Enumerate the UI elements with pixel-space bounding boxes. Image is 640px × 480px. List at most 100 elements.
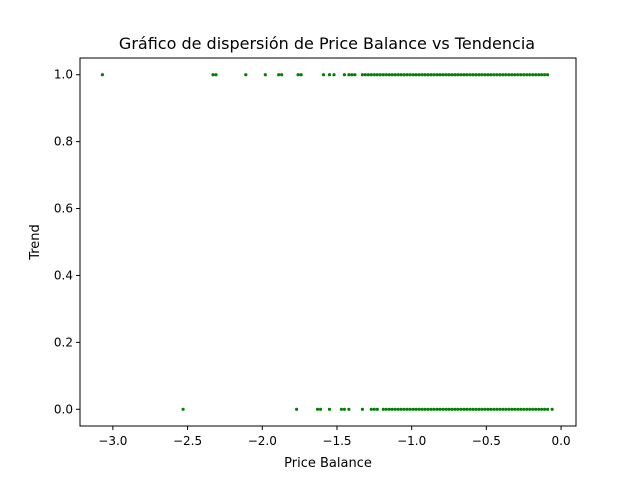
data-point [100,73,104,77]
data-point [456,407,460,411]
data-point [510,407,514,411]
chart-title: Gráfico de dispersión de Price Balance v… [119,34,535,53]
data-point [375,407,379,411]
data-point [495,73,499,77]
data-point [375,73,379,77]
data-point [450,73,454,77]
data-point [420,407,424,411]
data-point [378,73,382,77]
x-tick-label: 0.0 [552,434,571,448]
data-point [546,407,550,411]
data-point [528,407,532,411]
data-point [525,73,529,77]
data-point [516,407,520,411]
data-point [522,73,526,77]
data-point [429,73,433,77]
data-point [396,407,400,411]
data-point [489,73,493,77]
data-point [525,407,529,411]
data-point [543,73,547,77]
data-point [498,73,502,77]
data-point [393,73,397,77]
data-point [543,407,547,411]
data-point [393,407,397,411]
data-point [244,73,248,77]
data-point [516,73,520,77]
data-point [510,73,514,77]
data-point [438,407,442,411]
data-point [405,73,409,77]
data-point [347,407,351,411]
data-point [353,73,357,77]
data-point [507,73,511,77]
x-axis-label: Price Balance [284,456,372,471]
data-point [438,73,442,77]
data-point [468,73,472,77]
data-point [435,407,439,411]
data-point [495,407,499,411]
data-point [537,407,541,411]
data-point [441,407,445,411]
data-point [426,73,430,77]
data-point [465,73,469,77]
data-point [456,73,460,77]
data-point [534,73,538,77]
data-point [372,407,376,411]
data-point [534,407,538,411]
data-point [408,407,412,411]
data-point [399,73,403,77]
data-point [504,407,508,411]
y-tick-label: 0.8 [54,135,73,149]
data-point [327,407,332,411]
data-point [423,407,427,411]
y-axis-ticks: 0.0 0.2 0.4 0.6 0.8 1.0 [54,68,80,416]
data-point [277,73,281,77]
data-point [453,73,457,77]
data-point [414,73,418,77]
data-point [513,73,517,77]
data-point [296,73,300,77]
x-tick-label: −0.5 [472,434,501,448]
data-point [417,407,421,411]
data-point [507,407,511,411]
data-point [405,407,409,411]
data-point [492,73,496,77]
data-point [477,407,481,411]
data-point [181,407,185,411]
data-point [432,73,436,77]
data-point [420,73,424,77]
data-point [426,407,430,411]
data-point [501,407,505,411]
data-point [462,73,466,77]
data-point [423,73,427,77]
plot-frame [79,57,577,427]
data-point [504,73,508,77]
data-point [280,73,284,77]
data-point [498,407,502,411]
data-point [263,73,267,77]
y-axis-label: Trend [28,224,43,261]
data-point [363,73,367,77]
data-point [411,407,415,411]
data-point [480,407,484,411]
data-point [459,407,463,411]
data-point [519,407,523,411]
data-point [399,407,403,411]
data-point [528,73,532,77]
data-point [315,407,320,411]
data-point [462,407,466,411]
x-tick-label: −1.5 [322,434,351,448]
plot-area [79,57,577,427]
x-axis-ticks: −3.0 −2.5 −2.0 −1.5 −1.0 −0.5 0.0 [98,426,571,448]
data-point [408,73,412,77]
data-point [369,73,373,77]
data-point [299,73,303,77]
data-point [519,73,523,77]
data-point [540,73,544,77]
data-point [396,73,400,77]
data-point [471,73,475,77]
data-point [531,407,535,411]
x-tick-label: −3.0 [98,434,127,448]
data-point [550,407,554,411]
